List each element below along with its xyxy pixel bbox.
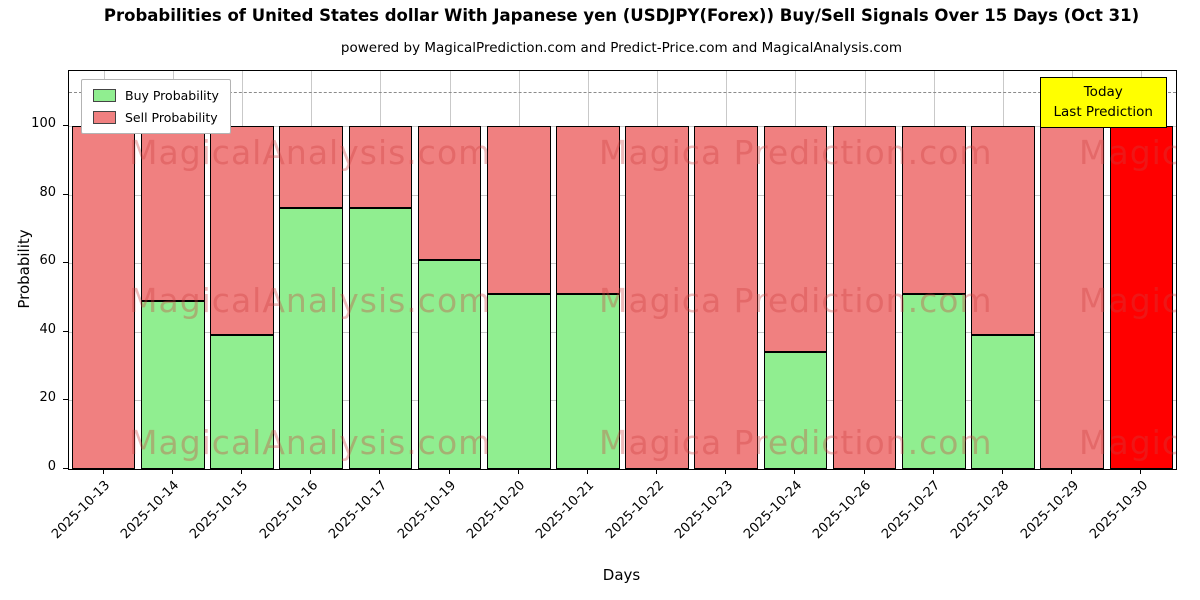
dashed-threshold-line bbox=[69, 91, 1176, 93]
buy-bar-segment bbox=[417, 259, 482, 469]
y-axis-ticks: 0 20 40 60 80 100 bbox=[0, 70, 68, 474]
horizontal-gridline bbox=[69, 400, 1176, 402]
chart-title: Probabilities of United States dollar Wi… bbox=[103, 6, 1140, 25]
x-tick-mark bbox=[932, 469, 934, 474]
buy-bar-segment bbox=[486, 294, 551, 469]
legend-label-sell: Sell Probability bbox=[125, 110, 218, 125]
x-tick-label: 2025-10-28 bbox=[948, 478, 1013, 543]
buy-bar-segment bbox=[971, 335, 1035, 469]
buy-bar-segment bbox=[210, 335, 274, 469]
x-axis-ticks: 2025-10-13 2025-10-14 2025-10-15 2025-10-16… bbox=[49, 469, 1175, 584]
today-annotation: Today Last Prediction bbox=[1039, 77, 1167, 129]
x-tick-mark bbox=[586, 469, 588, 474]
sell-bar-segment bbox=[486, 125, 551, 295]
x-tick-mark bbox=[1071, 469, 1073, 474]
sell-bar-segment bbox=[71, 125, 136, 469]
x-tick-mark bbox=[448, 469, 450, 474]
horizontal-gridline bbox=[69, 125, 1176, 127]
sell-bar-segment bbox=[348, 125, 413, 209]
x-tick-label: 2025-10-17 bbox=[325, 478, 390, 543]
y-tick-label: 0 bbox=[47, 459, 56, 474]
sell-bar-segment bbox=[210, 125, 274, 336]
y-tick-mark bbox=[63, 124, 68, 126]
x-tick-label: 2025-10-16 bbox=[256, 478, 321, 543]
buy-bar-segment bbox=[279, 208, 343, 469]
x-tick-label: 2025-10-14 bbox=[118, 478, 183, 543]
today-bar bbox=[1109, 125, 1174, 469]
x-tick-mark bbox=[102, 469, 104, 474]
today-annotation-line1: Today bbox=[1083, 84, 1123, 100]
legend-item-buy: Buy Probability bbox=[93, 88, 219, 103]
legend-label-buy: Buy Probability bbox=[125, 88, 219, 103]
sell-probability-swatch bbox=[93, 111, 116, 124]
buy-bar-segment bbox=[140, 300, 205, 469]
y-tick-label: 60 bbox=[39, 253, 56, 269]
x-tick-label: 2025-10-19 bbox=[395, 478, 460, 543]
x-tick-label: 2025-10-27 bbox=[879, 478, 944, 543]
sell-bar-segment bbox=[140, 125, 205, 301]
plot-area: Buy Probability Sell Probability Today L… bbox=[68, 70, 1177, 470]
sell-bar-segment bbox=[279, 125, 343, 209]
sell-bar-segment bbox=[556, 125, 620, 295]
x-tick-label: 2025-10-20 bbox=[464, 478, 529, 543]
sell-bar-segment bbox=[1040, 125, 1105, 469]
x-tick-label: 2025-10-26 bbox=[810, 478, 875, 543]
buy-bar-segment bbox=[902, 294, 966, 469]
buy-probability-swatch bbox=[93, 89, 116, 102]
sell-bar-segment bbox=[694, 125, 759, 469]
x-tick-mark bbox=[656, 469, 658, 474]
today-annotation-line2: Last Prediction bbox=[1053, 103, 1153, 120]
y-tick-mark bbox=[63, 399, 68, 401]
x-tick-mark bbox=[863, 469, 865, 474]
chart-subtitle: powered by MagicalPrediction.com and Pre… bbox=[340, 40, 903, 56]
y-tick-mark bbox=[63, 193, 68, 195]
sell-bar-segment bbox=[625, 125, 689, 469]
sell-bar-segment bbox=[832, 125, 897, 469]
x-tick-label: 2025-10-23 bbox=[671, 478, 736, 543]
x-tick-mark bbox=[379, 469, 381, 474]
x-tick-mark bbox=[1002, 469, 1004, 474]
legend-item-sell: Sell Probability bbox=[93, 110, 219, 125]
x-tick-mark bbox=[171, 469, 173, 474]
horizontal-gridline bbox=[69, 194, 1176, 196]
y-tick-mark bbox=[63, 330, 68, 332]
buy-bar-segment bbox=[556, 294, 620, 469]
x-axis-label: Days bbox=[602, 566, 641, 584]
x-tick-mark bbox=[517, 469, 519, 474]
x-tick-mark bbox=[240, 469, 242, 474]
x-tick-label: 2025-10-21 bbox=[533, 478, 598, 543]
sell-bar-segment bbox=[417, 125, 482, 260]
sell-bar-segment bbox=[971, 125, 1035, 336]
sell-bar-segment bbox=[902, 125, 966, 295]
x-tick-label: 2025-10-29 bbox=[1017, 478, 1082, 543]
buy-bar-segment bbox=[348, 208, 413, 469]
x-tick-label: 2025-10-30 bbox=[1086, 478, 1152, 543]
x-tick-mark bbox=[725, 469, 727, 474]
x-tick-mark bbox=[310, 469, 312, 474]
legend: Buy Probability Sell Probability bbox=[81, 79, 231, 134]
y-tick-mark bbox=[63, 262, 68, 264]
horizontal-gridline bbox=[69, 263, 1176, 265]
x-tick-label: 2025-10-15 bbox=[187, 478, 252, 543]
x-tick-mark bbox=[794, 469, 796, 474]
y-tick-label: 80 bbox=[39, 184, 56, 200]
y-tick-label: 40 bbox=[39, 321, 56, 337]
horizontal-gridline bbox=[69, 331, 1176, 333]
x-tick-label: 2025-10-13 bbox=[49, 478, 114, 543]
y-tick-label: 20 bbox=[39, 390, 56, 406]
buy-bar-segment bbox=[763, 352, 828, 469]
y-tick-mark bbox=[63, 468, 68, 469]
x-tick-label: 2025-10-22 bbox=[602, 478, 667, 543]
sell-bar-segment bbox=[763, 125, 828, 353]
x-tick-label: 2025-10-24 bbox=[741, 478, 806, 543]
y-tick-label: 100 bbox=[31, 115, 56, 131]
x-tick-mark bbox=[1140, 469, 1142, 474]
